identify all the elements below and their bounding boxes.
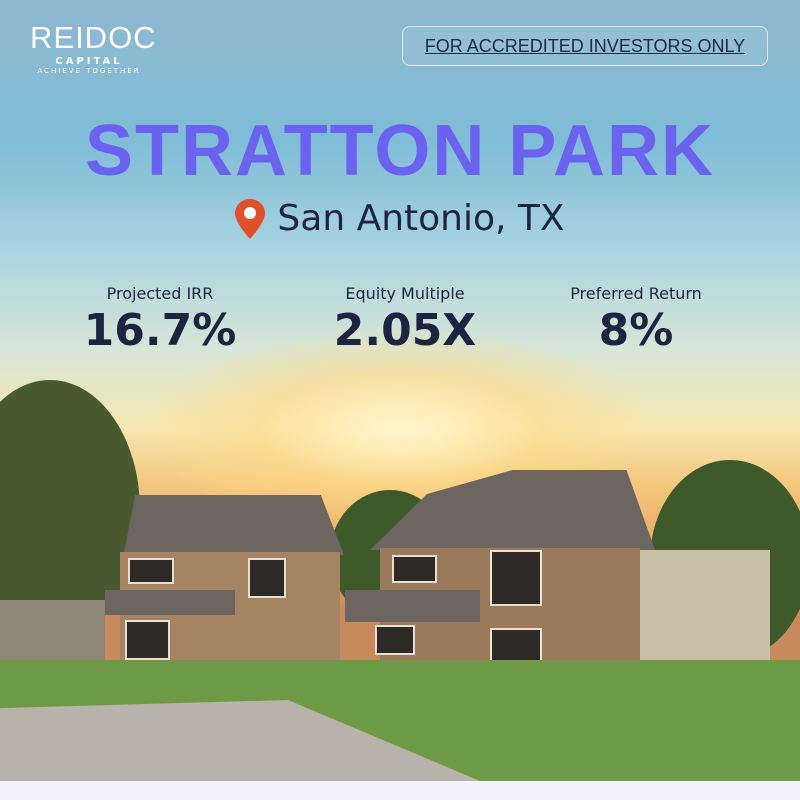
- accredited-badge: FOR ACCREDITED INVESTORS ONLY: [402, 26, 768, 66]
- property-title: STRATTON PARK: [85, 111, 715, 191]
- stat-label: Projected IRR: [106, 284, 214, 303]
- logo-sub: CAPITAL: [55, 56, 123, 67]
- stat-value: 16.7%: [83, 305, 237, 356]
- stat-equity-multiple: Equity Multiple 2.05X: [285, 284, 525, 356]
- stat-preferred-return: Preferred Return 8%: [516, 284, 756, 356]
- map-pin-icon: [235, 198, 266, 239]
- stat-value: 2.05X: [333, 305, 477, 356]
- stat-irr: Projected IRR 16.7%: [40, 284, 280, 356]
- stat-label: Preferred Return: [570, 284, 702, 303]
- stat-label: Equity Multiple: [345, 284, 465, 303]
- bottom-strip: [0, 781, 800, 800]
- badge-text: FOR ACCREDITED INVESTORS ONLY: [424, 35, 746, 56]
- location-text: San Antonio, TX: [277, 198, 565, 239]
- poster: REIDOC CAPITAL ACHIEVE TOGETHER FOR ACCR…: [0, 0, 800, 781]
- location: San Antonio, TX: [0, 198, 800, 239]
- logo-tagline: ACHIEVE TOGETHER: [37, 67, 141, 75]
- logo-name: REIDOC: [30, 20, 157, 55]
- stat-value: 8%: [598, 305, 674, 356]
- reidoc-logo: REIDOC CAPITAL ACHIEVE TOGETHER: [30, 20, 157, 76]
